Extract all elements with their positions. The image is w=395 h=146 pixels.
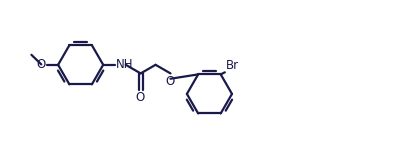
- Text: O: O: [36, 58, 45, 71]
- Text: O: O: [166, 75, 175, 88]
- Text: NH: NH: [115, 58, 133, 71]
- Text: Br: Br: [226, 59, 239, 72]
- Text: O: O: [135, 91, 145, 104]
